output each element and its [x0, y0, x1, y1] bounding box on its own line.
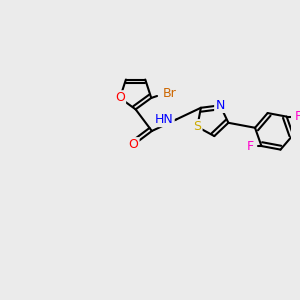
Text: O: O [115, 92, 125, 104]
Text: N: N [215, 99, 225, 112]
Text: HN: HN [155, 113, 173, 126]
Text: O: O [128, 138, 138, 151]
Text: S: S [193, 120, 201, 133]
Text: F: F [294, 110, 300, 123]
Text: F: F [247, 140, 254, 152]
Text: Br: Br [163, 87, 177, 100]
